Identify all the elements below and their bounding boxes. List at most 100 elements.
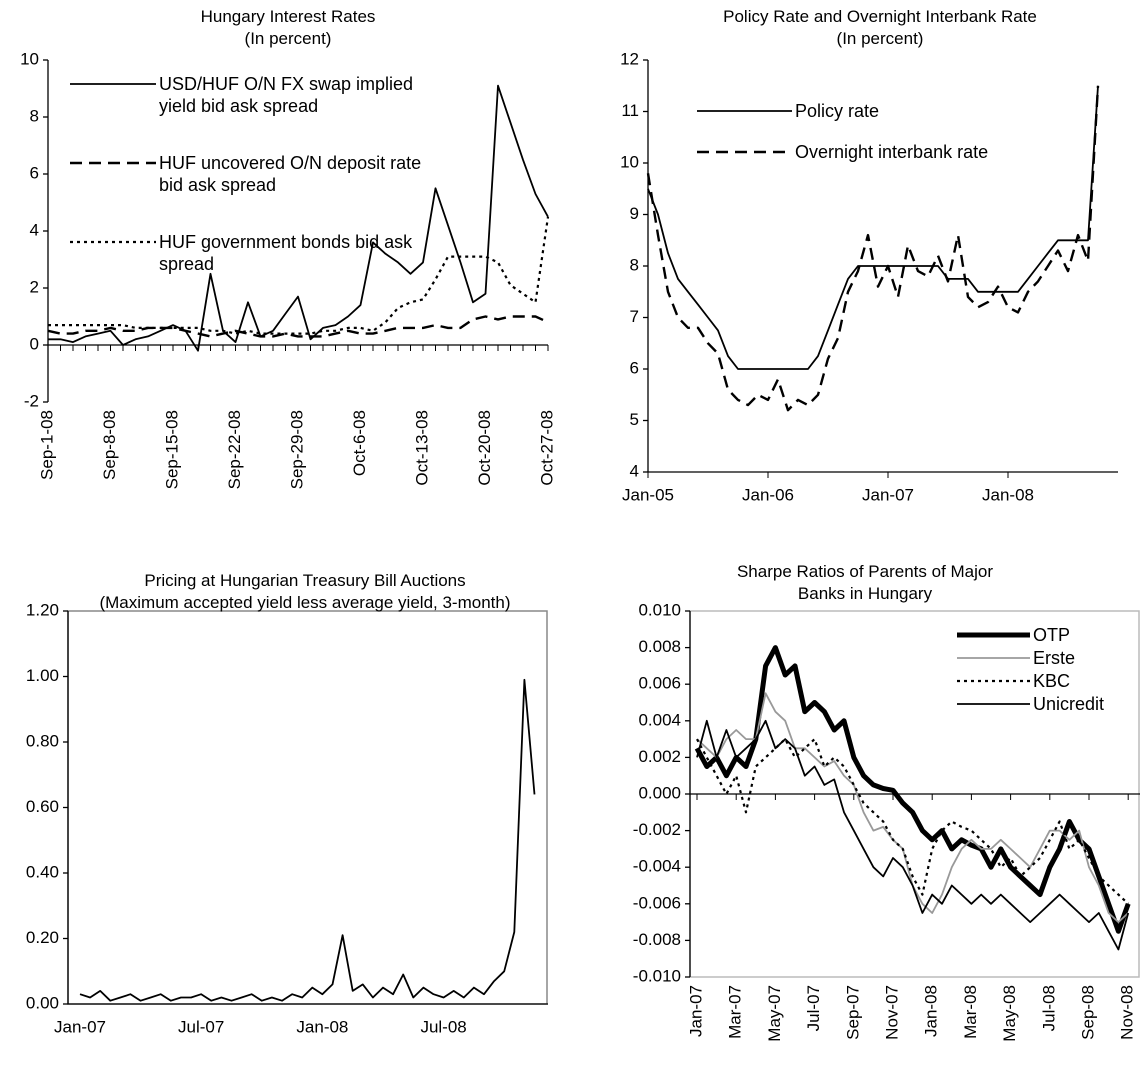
legend-entry: USD/HUF O/N FX swap implied yield bid as… — [68, 73, 434, 117]
x-tick-label: Jul-07 — [804, 985, 823, 1031]
x-tick-label: Mar-07 — [726, 985, 745, 1039]
x-tick-label: Sep-08 — [1078, 985, 1097, 1040]
y-tick-label: 11 — [621, 101, 639, 120]
y-tick-label: 10 — [20, 49, 39, 68]
y-tick-label: -2 — [24, 391, 39, 410]
x-tick-label: Oct-13-08 — [412, 410, 431, 486]
legend-swatch-box — [697, 110, 792, 112]
series-line — [694, 645, 1131, 934]
legend-label: Erste — [1033, 648, 1076, 668]
y-tick-label: 0.004 — [638, 710, 681, 729]
legend-entry: KBC — [955, 670, 1141, 692]
legend-entry: Policy rate — [695, 100, 1055, 122]
x-tick-label: Sep-22-08 — [225, 410, 244, 489]
legend-swatch-box — [957, 703, 1030, 705]
chart-subtitle: (In percent) — [244, 29, 332, 48]
chart-subtitle: (Maximum accepted yield less average yie… — [99, 593, 511, 612]
y-tick-label: 10 — [620, 152, 639, 171]
x-tick-label: Oct-27-08 — [537, 410, 556, 486]
y-tick-label: 7 — [630, 307, 639, 326]
x-tick-label: Oct-20-08 — [475, 410, 494, 486]
x-tick-label: Jan-05 — [622, 485, 674, 504]
x-tick-label: Jan-08 — [982, 485, 1034, 504]
y-tick-label: 6 — [630, 358, 639, 377]
x-tick-label: Sep-07 — [843, 985, 862, 1040]
y-tick-label: 8 — [30, 106, 39, 125]
legend-swatch-box — [70, 83, 156, 85]
legend-label: Unicredit — [1033, 694, 1105, 714]
x-tick-label: Jan-06 — [742, 485, 794, 504]
chart: -0.010 -0.008 -0.006 -0.004 -0.002 0.000 0.002… — [633, 600, 1140, 1042]
legend-label: Policy rate — [795, 101, 880, 121]
legend: Policy rate Overnight interbank rate — [695, 100, 1055, 182]
legend-entry: HUF government bonds bid ask spread — [68, 231, 434, 275]
y-tick-label: 0 — [30, 334, 39, 353]
y-tick-label: 5 — [630, 410, 639, 429]
x-tick-label: May-07 — [765, 985, 784, 1042]
y-tick-label: -0.006 — [633, 893, 681, 912]
legend-label: Overnight interbank rate — [795, 142, 989, 162]
legend-swatch-box — [957, 657, 1030, 659]
y-tick-label: 0.00 — [26, 993, 59, 1012]
legend: USD/HUF O/N FX swap implied yield bid as… — [68, 73, 434, 310]
y-tick-label: -0.010 — [633, 966, 681, 985]
legend-entry: Overnight interbank rate — [695, 141, 1055, 163]
x-tick-label: Jan-07 — [862, 485, 914, 504]
legend-label: USD/HUF O/N FX swap implied yield bid as… — [159, 74, 414, 116]
series-line — [696, 738, 1129, 905]
chart-title: Hungary Interest Rates — [200, 7, 376, 26]
x-tick-label: Mar-08 — [961, 985, 980, 1039]
legend: OTP Erste KBC Unicredit — [955, 624, 1141, 716]
y-tick-label: 0.40 — [26, 862, 59, 881]
x-tick-label: Nov-08 — [1118, 985, 1137, 1040]
chart: -2 0 2 4 6 8 10 Sep-1-08 Sep-8-08 Sep-15-08 Sep-22… — [20, 49, 556, 489]
legend-swatch-box — [70, 161, 156, 165]
y-tick-label: 0.008 — [638, 637, 681, 656]
legend-label: OTP — [1033, 625, 1071, 645]
y-tick-label: 2 — [30, 277, 39, 296]
chart: 4 5 6 7 8 9 10 11 12 Jan-05 Jan-06 Jan-07 Jan-08 — [620, 49, 1118, 504]
chart-subtitle: (In percent) — [836, 29, 924, 48]
legend-label: HUF government bonds bid ask spread — [159, 232, 413, 274]
x-tick-label: Jan-07 — [54, 1017, 106, 1036]
y-tick-label: -0.008 — [633, 930, 681, 949]
y-tick-label: 8 — [630, 255, 639, 274]
legend-swatch-box — [697, 150, 792, 154]
plot-frame — [67, 610, 548, 1005]
y-tick-label: 9 — [630, 204, 639, 223]
legend-entry: OTP — [955, 624, 1141, 646]
legend-swatch-box — [957, 679, 1030, 683]
y-tick-label: 0.60 — [26, 797, 59, 816]
x-tick-label: Jan-08 — [922, 985, 941, 1037]
x-tick-label: Nov-07 — [882, 985, 901, 1040]
series-line — [48, 84, 549, 352]
legend-entry: HUF uncovered O/N deposit rate bid ask s… — [68, 152, 434, 196]
series-line — [79, 678, 536, 1002]
legend-swatch-box — [957, 632, 1030, 638]
y-tick-label: 4 — [30, 220, 39, 239]
y-tick-label: 0.010 — [638, 600, 681, 619]
x-tick-label: Sep-1-08 — [37, 410, 56, 480]
chart-title: Pricing at Hungarian Treasury Bill Aucti… — [144, 571, 466, 590]
x-tick-label: Sep-29-08 — [287, 410, 306, 489]
y-tick-label: 0.000 — [638, 783, 681, 802]
x-tick-label: Jul-07 — [178, 1017, 224, 1036]
x-tick-label: Oct-6-08 — [350, 410, 369, 476]
series-line — [47, 315, 549, 338]
series-line — [647, 85, 1099, 370]
y-tick-label: 0.20 — [26, 928, 59, 947]
y-tick-label: 0.80 — [26, 731, 59, 750]
y-tick-label: -0.004 — [633, 857, 681, 876]
x-tick-label: Jul-08 — [420, 1017, 466, 1036]
y-tick-label: -0.002 — [633, 820, 681, 839]
y-tick-label: 0.006 — [638, 674, 681, 693]
y-tick-label: 4 — [630, 461, 639, 480]
y-tick-label: 1.20 — [26, 600, 59, 619]
y-tick-label: 1.00 — [26, 666, 59, 685]
y-tick-label: 6 — [30, 163, 39, 182]
legend-label: KBC — [1033, 671, 1071, 691]
legend-label: HUF uncovered O/N deposit rate bid ask s… — [159, 153, 422, 195]
y-tick-label: 0.002 — [638, 747, 681, 766]
